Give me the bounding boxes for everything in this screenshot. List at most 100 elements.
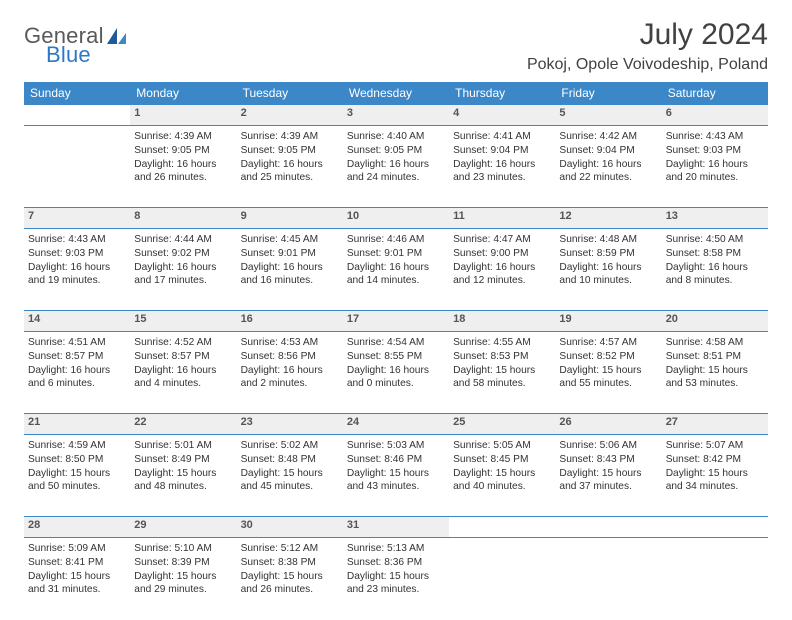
day-number-cell: 1: [130, 105, 236, 126]
day-number-cell: 14: [24, 311, 130, 332]
day-details: Sunrise: 5:02 AMSunset: 8:48 PMDaylight:…: [241, 437, 339, 494]
day-number-cell: 26: [555, 414, 661, 435]
day-details: Sunrise: 4:42 AMSunset: 9:04 PMDaylight:…: [559, 128, 657, 185]
day-cell: Sunrise: 5:12 AMSunset: 8:38 PMDaylight:…: [237, 538, 343, 620]
day-number-row: 21222324252627: [24, 414, 768, 435]
day-cell: Sunrise: 4:47 AMSunset: 9:00 PMDaylight:…: [449, 229, 555, 311]
day-details: Sunrise: 4:45 AMSunset: 9:01 PMDaylight:…: [241, 231, 339, 288]
day-cell: Sunrise: 4:46 AMSunset: 9:01 PMDaylight:…: [343, 229, 449, 311]
day-number-cell: 30: [237, 517, 343, 538]
day-cell: Sunrise: 5:13 AMSunset: 8:36 PMDaylight:…: [343, 538, 449, 620]
day-details: Sunrise: 4:50 AMSunset: 8:58 PMDaylight:…: [666, 231, 764, 288]
day-cell: Sunrise: 4:43 AMSunset: 9:03 PMDaylight:…: [24, 229, 130, 311]
day-details: Sunrise: 4:43 AMSunset: 9:03 PMDaylight:…: [28, 231, 126, 288]
weekday-header: Friday: [555, 82, 661, 105]
day-cell: Sunrise: 4:54 AMSunset: 8:55 PMDaylight:…: [343, 332, 449, 414]
day-cell: Sunrise: 4:43 AMSunset: 9:03 PMDaylight:…: [662, 126, 768, 208]
day-cell: Sunrise: 4:42 AMSunset: 9:04 PMDaylight:…: [555, 126, 661, 208]
day-details: Sunrise: 4:46 AMSunset: 9:01 PMDaylight:…: [347, 231, 445, 288]
weekday-header-row: SundayMondayTuesdayWednesdayThursdayFrid…: [24, 82, 768, 105]
day-cell: Sunrise: 4:48 AMSunset: 8:59 PMDaylight:…: [555, 229, 661, 311]
day-cell: [555, 538, 661, 620]
day-details: Sunrise: 4:54 AMSunset: 8:55 PMDaylight:…: [347, 334, 445, 391]
weekday-header: Saturday: [662, 82, 768, 105]
day-number-cell: 4: [449, 105, 555, 126]
week-row: Sunrise: 4:51 AMSunset: 8:57 PMDaylight:…: [24, 332, 768, 414]
day-number-cell: 28: [24, 517, 130, 538]
day-cell: Sunrise: 4:58 AMSunset: 8:51 PMDaylight:…: [662, 332, 768, 414]
day-cell: Sunrise: 4:57 AMSunset: 8:52 PMDaylight:…: [555, 332, 661, 414]
day-number-cell: 7: [24, 208, 130, 229]
day-details: Sunrise: 4:59 AMSunset: 8:50 PMDaylight:…: [28, 437, 126, 494]
day-number-cell: 22: [130, 414, 236, 435]
day-details: Sunrise: 5:09 AMSunset: 8:41 PMDaylight:…: [28, 540, 126, 597]
day-cell: Sunrise: 5:10 AMSunset: 8:39 PMDaylight:…: [130, 538, 236, 620]
day-number-cell: [24, 105, 130, 126]
day-details: Sunrise: 5:06 AMSunset: 8:43 PMDaylight:…: [559, 437, 657, 494]
day-cell: Sunrise: 4:39 AMSunset: 9:05 PMDaylight:…: [130, 126, 236, 208]
day-number-cell: 20: [662, 311, 768, 332]
week-row: Sunrise: 4:43 AMSunset: 9:03 PMDaylight:…: [24, 229, 768, 311]
day-cell: Sunrise: 5:03 AMSunset: 8:46 PMDaylight:…: [343, 435, 449, 517]
logo-word2: Blue: [24, 43, 128, 66]
weekday-header: Monday: [130, 82, 236, 105]
day-cell: Sunrise: 5:06 AMSunset: 8:43 PMDaylight:…: [555, 435, 661, 517]
day-number-cell: 15: [130, 311, 236, 332]
day-number-cell: 8: [130, 208, 236, 229]
day-number-cell: 3: [343, 105, 449, 126]
day-number-cell: 27: [662, 414, 768, 435]
weekday-header: Tuesday: [237, 82, 343, 105]
title-block: July 2024 Pokoj, Opole Voivodeship, Pola…: [527, 18, 768, 74]
day-cell: Sunrise: 4:52 AMSunset: 8:57 PMDaylight:…: [130, 332, 236, 414]
weekday-header: Sunday: [24, 82, 130, 105]
day-cell: Sunrise: 4:59 AMSunset: 8:50 PMDaylight:…: [24, 435, 130, 517]
day-cell: Sunrise: 4:41 AMSunset: 9:04 PMDaylight:…: [449, 126, 555, 208]
day-details: Sunrise: 4:52 AMSunset: 8:57 PMDaylight:…: [134, 334, 232, 391]
day-number-cell: 13: [662, 208, 768, 229]
day-number-cell: 23: [237, 414, 343, 435]
day-cell: Sunrise: 5:09 AMSunset: 8:41 PMDaylight:…: [24, 538, 130, 620]
day-number-cell: 9: [237, 208, 343, 229]
week-row: Sunrise: 4:59 AMSunset: 8:50 PMDaylight:…: [24, 435, 768, 517]
day-cell: [449, 538, 555, 620]
day-number-row: 28293031: [24, 517, 768, 538]
day-details: Sunrise: 5:01 AMSunset: 8:49 PMDaylight:…: [134, 437, 232, 494]
day-cell: Sunrise: 4:55 AMSunset: 8:53 PMDaylight:…: [449, 332, 555, 414]
day-details: Sunrise: 4:57 AMSunset: 8:52 PMDaylight:…: [559, 334, 657, 391]
day-cell: [662, 538, 768, 620]
day-cell: Sunrise: 5:01 AMSunset: 8:49 PMDaylight:…: [130, 435, 236, 517]
day-details: Sunrise: 4:40 AMSunset: 9:05 PMDaylight:…: [347, 128, 445, 185]
day-details: Sunrise: 4:43 AMSunset: 9:03 PMDaylight:…: [666, 128, 764, 185]
day-details: Sunrise: 4:53 AMSunset: 8:56 PMDaylight:…: [241, 334, 339, 391]
day-number-cell: 31: [343, 517, 449, 538]
day-number-cell: 19: [555, 311, 661, 332]
day-cell: Sunrise: 4:51 AMSunset: 8:57 PMDaylight:…: [24, 332, 130, 414]
day-details: Sunrise: 4:39 AMSunset: 9:05 PMDaylight:…: [134, 128, 232, 185]
day-number-cell: 6: [662, 105, 768, 126]
day-details: Sunrise: 5:10 AMSunset: 8:39 PMDaylight:…: [134, 540, 232, 597]
day-cell: Sunrise: 5:02 AMSunset: 8:48 PMDaylight:…: [237, 435, 343, 517]
calendar-table: SundayMondayTuesdayWednesdayThursdayFrid…: [24, 82, 768, 620]
day-number-cell: 17: [343, 311, 449, 332]
day-cell: [24, 126, 130, 208]
day-number-row: 123456: [24, 105, 768, 126]
day-number-cell: 5: [555, 105, 661, 126]
header: General Blue July 2024 Pokoj, Opole Voiv…: [24, 18, 768, 74]
day-number-row: 14151617181920: [24, 311, 768, 332]
day-cell: Sunrise: 4:39 AMSunset: 9:05 PMDaylight:…: [237, 126, 343, 208]
day-cell: Sunrise: 4:50 AMSunset: 8:58 PMDaylight:…: [662, 229, 768, 311]
page-title: July 2024: [527, 18, 768, 52]
day-cell: Sunrise: 5:05 AMSunset: 8:45 PMDaylight:…: [449, 435, 555, 517]
day-cell: Sunrise: 4:53 AMSunset: 8:56 PMDaylight:…: [237, 332, 343, 414]
day-number-row: 78910111213: [24, 208, 768, 229]
day-number-cell: 11: [449, 208, 555, 229]
day-number-cell: 2: [237, 105, 343, 126]
day-number-cell: 18: [449, 311, 555, 332]
location-text: Pokoj, Opole Voivodeship, Poland: [527, 56, 768, 74]
day-number-cell: 10: [343, 208, 449, 229]
day-cell: Sunrise: 4:45 AMSunset: 9:01 PMDaylight:…: [237, 229, 343, 311]
weekday-header: Thursday: [449, 82, 555, 105]
day-number-cell: 21: [24, 414, 130, 435]
logo: General Blue: [24, 18, 128, 66]
weekday-header: Wednesday: [343, 82, 449, 105]
